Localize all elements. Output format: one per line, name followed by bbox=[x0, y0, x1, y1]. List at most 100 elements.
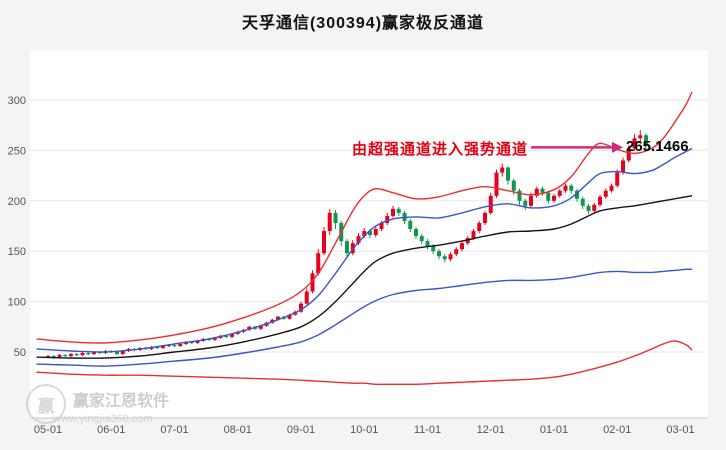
candle-body bbox=[454, 249, 459, 255]
candle-body bbox=[460, 243, 464, 250]
candle-body bbox=[379, 222, 384, 230]
candle-body bbox=[488, 195, 493, 213]
x-tick-label: 07-01 bbox=[160, 424, 188, 436]
channel-line-outer-lower-red bbox=[36, 340, 693, 386]
y-tick-label: 50 bbox=[14, 347, 26, 359]
logo-character: 赢 bbox=[37, 396, 55, 416]
candle-body bbox=[609, 185, 614, 191]
candle-body bbox=[529, 195, 533, 206]
candle-body bbox=[644, 135, 648, 146]
candle-body bbox=[425, 241, 430, 247]
x-tick-label: 08-01 bbox=[224, 424, 252, 436]
candle-body bbox=[224, 335, 229, 338]
candle-body bbox=[155, 346, 160, 349]
y-tick-label: 100 bbox=[8, 297, 26, 309]
candle-body bbox=[258, 325, 263, 329]
candle-body bbox=[483, 212, 487, 223]
candle-body bbox=[299, 303, 303, 312]
yingjia-logo-icon: 赢 bbox=[26, 384, 66, 424]
candle-body bbox=[506, 167, 510, 181]
candle-body bbox=[195, 340, 200, 343]
candle-body bbox=[431, 246, 436, 252]
candle-body bbox=[385, 215, 390, 223]
candle-body bbox=[580, 198, 585, 206]
candle-body bbox=[534, 188, 539, 196]
candle-body bbox=[494, 172, 499, 196]
candle-body bbox=[552, 195, 556, 201]
candle-body bbox=[500, 167, 505, 173]
candle-body bbox=[362, 231, 367, 237]
candle-body bbox=[327, 212, 332, 232]
candle-body bbox=[523, 200, 528, 206]
channel-line-outer-upper-red bbox=[36, 91, 693, 344]
candle-body bbox=[51, 356, 56, 358]
candle-body bbox=[74, 354, 79, 356]
candle-body bbox=[276, 316, 280, 320]
watermark-url: www.yingjia360.com bbox=[53, 413, 153, 425]
x-tick-label: 06-01 bbox=[97, 424, 125, 436]
channel-annotation-text: 由超强通道进入强势通道 bbox=[351, 141, 528, 158]
channel-line-inner-lower-blue bbox=[36, 268, 693, 367]
candle-body bbox=[626, 148, 631, 161]
x-tick-label: 11-01 bbox=[414, 424, 441, 436]
x-tick-label: 01-01 bbox=[540, 424, 568, 436]
candle-body bbox=[310, 273, 315, 292]
candle-body bbox=[287, 314, 292, 319]
candle-body bbox=[586, 205, 591, 211]
candle-body bbox=[511, 180, 516, 191]
candle-body bbox=[212, 337, 217, 340]
candle-body bbox=[621, 160, 625, 173]
candle-body bbox=[230, 333, 234, 337]
watermark-brand: 赢家江恩软件 bbox=[73, 393, 170, 410]
candle-body bbox=[166, 344, 171, 347]
candle-body bbox=[408, 220, 413, 230]
candle-body bbox=[391, 208, 395, 216]
watermark-texts: 赢家江恩软件 www.yingjia360.com bbox=[53, 384, 170, 425]
chart-title: 天孚通信(300394)赢家极反通道 bbox=[241, 15, 485, 32]
candle-body bbox=[517, 190, 522, 201]
candle-body bbox=[638, 135, 643, 139]
y-tick-label: 250 bbox=[8, 145, 26, 157]
candle-body bbox=[69, 354, 73, 357]
candle-body bbox=[356, 236, 361, 244]
y-tick-label: 150 bbox=[8, 246, 26, 258]
candle-body bbox=[569, 185, 574, 191]
candle-body bbox=[172, 344, 177, 347]
x-tick-label: 05-01 bbox=[34, 424, 62, 436]
candle-body bbox=[86, 353, 91, 355]
candle-body bbox=[603, 190, 608, 197]
x-tick-label: 10-01 bbox=[350, 424, 378, 436]
candle-body bbox=[615, 172, 620, 186]
candle-body bbox=[592, 204, 597, 211]
candle-body bbox=[115, 352, 119, 355]
candle-body bbox=[396, 208, 401, 213]
candle-body bbox=[540, 188, 545, 193]
candle-body bbox=[632, 138, 637, 149]
candle-body bbox=[161, 345, 165, 348]
x-tick-label: 02-01 bbox=[603, 424, 631, 436]
candle-body bbox=[80, 353, 85, 356]
candle-body bbox=[419, 236, 424, 242]
candle-body bbox=[120, 350, 125, 355]
annotation-arrow bbox=[531, 141, 623, 153]
candle-body bbox=[414, 229, 418, 237]
candle-body bbox=[63, 355, 68, 357]
candle-body bbox=[46, 356, 50, 358]
channel-lines-layer bbox=[36, 91, 693, 386]
candle-body bbox=[437, 251, 441, 257]
channel-line-middle-black bbox=[36, 195, 693, 359]
candle-body bbox=[322, 231, 326, 254]
candle-body bbox=[178, 343, 183, 346]
x-tick-label: 03-01 bbox=[666, 424, 694, 436]
candle-body bbox=[373, 229, 378, 236]
candle-body bbox=[368, 231, 372, 236]
candle-body bbox=[247, 326, 252, 330]
candle-body bbox=[477, 222, 482, 232]
y-tick-label: 200 bbox=[8, 196, 26, 208]
grid-layer: 50 100 150 200 250 300 05-01 06-01 07-01 08-01 09-… bbox=[8, 95, 708, 436]
candle-body bbox=[598, 196, 602, 205]
candle-body bbox=[92, 352, 96, 355]
y-tick-label: 300 bbox=[8, 95, 26, 107]
candle-body bbox=[189, 341, 194, 344]
